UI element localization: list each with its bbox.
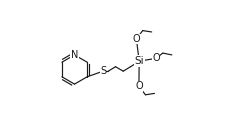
Text: O: O bbox=[152, 53, 160, 63]
Text: S: S bbox=[100, 66, 106, 76]
Text: O: O bbox=[133, 34, 140, 44]
Text: O: O bbox=[135, 81, 143, 91]
Text: Si: Si bbox=[134, 56, 144, 66]
Text: N: N bbox=[71, 50, 78, 60]
